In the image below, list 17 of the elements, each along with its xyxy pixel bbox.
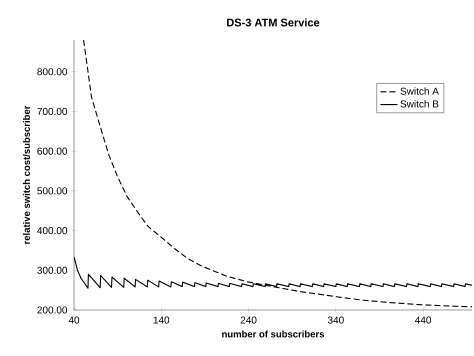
y-tick-label: 700.00: [37, 108, 68, 116]
legend-label: Switch B: [400, 100, 438, 108]
x-tick-label: 140: [154, 316, 170, 324]
y-tick-label: 800.00: [37, 68, 68, 76]
y-tick-label: 500.00: [37, 187, 68, 194]
y-tick-label: 600.00: [37, 148, 68, 155]
x-tick-label: 340: [328, 316, 344, 324]
x-tick-label: 240: [240, 316, 257, 324]
chart-title: DS-3 ATM Service: [227, 18, 320, 26]
x-axis-title: number of subscribers: [222, 330, 324, 338]
x-tick-label: 440: [415, 316, 432, 324]
x-tick-label: 40: [68, 316, 80, 324]
y-tick-label: 200.00: [37, 306, 68, 314]
legend-label: Switch A: [400, 87, 439, 95]
y-tick-label: 400.00: [37, 227, 68, 234]
y-axis-title: relative switch cost/subscriber: [22, 106, 30, 244]
y-tick-label: 300.00: [37, 266, 68, 274]
